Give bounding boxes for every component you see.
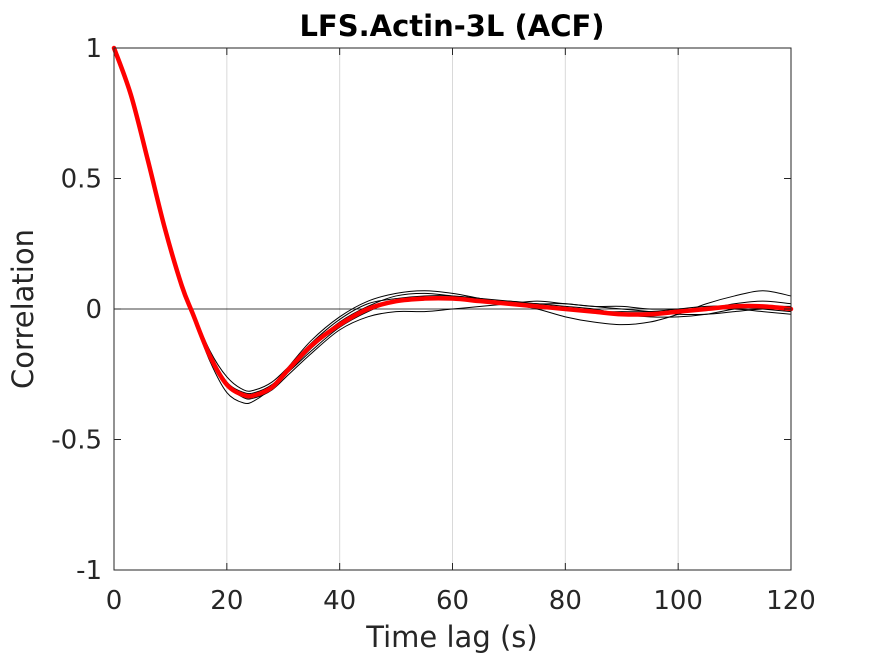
- tick-marks: [113, 47, 792, 571]
- y-tick-label-0: 0: [85, 295, 102, 325]
- y-axis-label: Correlation: [6, 229, 40, 389]
- x-tick-label-80: 80: [549, 586, 582, 616]
- mean-layer: [111, 45, 794, 399]
- x-tick-label-0: 0: [106, 586, 123, 616]
- x-tick-labels: 0 20 40 60 80 100 120: [106, 586, 816, 616]
- mean-acf-line: [111, 45, 794, 399]
- chart-title: LFS.Actin-3L (ACF): [299, 9, 604, 43]
- x-tick-label-120: 120: [766, 586, 816, 616]
- x-tick-label-40: 40: [323, 586, 356, 616]
- x-axis-label: Time lag (s): [365, 620, 537, 654]
- x-tick-label-20: 20: [210, 586, 243, 616]
- y-tick-label-0.5: 0.5: [61, 165, 102, 195]
- y-tick-label--0.5: -0.5: [51, 426, 102, 456]
- x-tick-label-60: 60: [436, 586, 469, 616]
- x-tick-label-100: 100: [653, 586, 703, 616]
- y-tick-labels: -1 -0.5 0 0.5 1: [51, 34, 102, 586]
- y-tick-label--1: -1: [76, 556, 102, 586]
- y-tick-label-1: 1: [85, 34, 102, 64]
